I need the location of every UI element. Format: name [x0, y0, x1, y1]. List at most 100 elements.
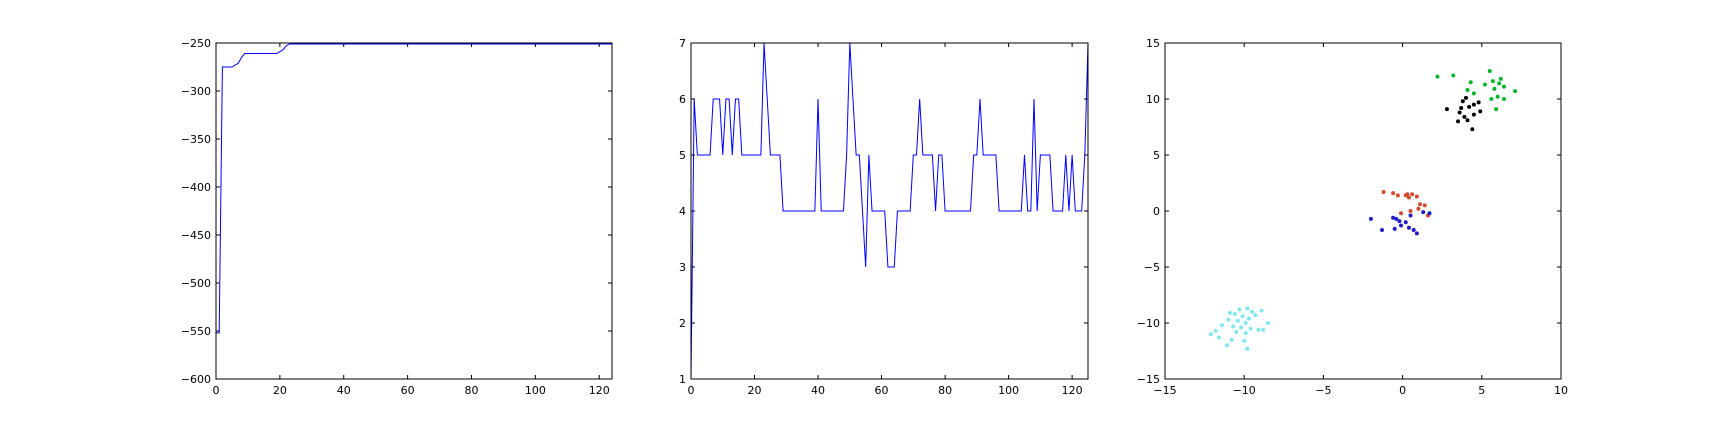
cluster-cyan-point	[1235, 318, 1240, 323]
convergence-ytick-label: −250	[181, 37, 211, 50]
cluster-green-point	[1495, 94, 1500, 99]
convergence-xtick-label: 20	[273, 384, 287, 397]
cluster-blue-point	[1391, 215, 1396, 220]
scatter-ytick-label: 5	[1153, 149, 1160, 162]
cluster-green-point	[1451, 73, 1456, 78]
cluster-black-point	[1460, 99, 1465, 104]
cluster-cyan-point	[1253, 313, 1258, 318]
cluster-blue-point	[1411, 228, 1416, 233]
cluster-count-xtick-label: 80	[938, 384, 952, 397]
convergence-ytick-label: −400	[181, 181, 211, 194]
cluster-black-point	[1471, 112, 1476, 117]
cluster-cyan-point	[1237, 307, 1242, 312]
cluster-cyan-point	[1216, 335, 1221, 340]
cluster-cyan-point	[1231, 324, 1236, 329]
cluster-black-point	[1444, 107, 1449, 112]
cluster-green-point	[1468, 80, 1473, 85]
cluster-green-point	[1489, 97, 1494, 101]
convergence-xtick-label: 100	[525, 384, 546, 397]
cluster-red-point	[1414, 194, 1419, 199]
cluster-count-series-line	[691, 43, 1088, 379]
cluster-green-point	[1471, 91, 1476, 96]
convergence-xtick-label: 80	[464, 384, 478, 397]
cluster-count-xtick-label: 60	[875, 384, 889, 397]
cluster-blue-point	[1403, 220, 1408, 225]
cluster-cyan-point	[1259, 308, 1264, 313]
scatter-ytick-label: 15	[1146, 37, 1160, 50]
scatter-xtick-label: −5	[1315, 384, 1331, 397]
cluster-cyan-point	[1261, 327, 1266, 332]
cluster-green-point	[1435, 74, 1440, 79]
scatter-ytick-label: −10	[1137, 317, 1160, 330]
cluster-green-point	[1482, 82, 1487, 87]
cluster-cyan-point	[1242, 338, 1247, 343]
cluster-black-point	[1470, 127, 1475, 132]
cluster-cyan-point	[1234, 329, 1239, 334]
cluster-black-point	[1456, 119, 1461, 124]
convergence-xtick-label: 60	[401, 384, 415, 397]
cluster-blue-point	[1397, 219, 1402, 224]
cluster-red-point	[1391, 191, 1396, 196]
scatter-ytick-label: −5	[1144, 261, 1160, 274]
cluster-green-point	[1494, 107, 1499, 112]
cluster-green-point	[1497, 81, 1502, 86]
cluster-count-xtick-label: 20	[748, 384, 762, 397]
cluster-red-point	[1408, 209, 1413, 213]
cluster-count-line-chart: 0 20 40 60 80 100 120 1 2 3 4 5 6 7	[679, 37, 1089, 397]
cluster-count-xtick-label: 0	[688, 384, 695, 397]
cluster-blue-point	[1414, 231, 1419, 236]
cluster-cyan-point	[1246, 316, 1251, 321]
scatter-xtick-label: 5	[1478, 384, 1485, 397]
scatter-xtick-label: −15	[1153, 384, 1176, 397]
cluster-red-point	[1399, 211, 1404, 216]
cluster-black-point	[1465, 118, 1470, 123]
convergence-ytick-label: −300	[181, 85, 211, 98]
convergence-ytick-label: −500	[181, 277, 211, 290]
cluster-cyan-point	[1229, 337, 1234, 342]
cluster-red-point	[1406, 195, 1411, 200]
cluster-red-point	[1405, 192, 1410, 197]
cluster-black-point	[1462, 114, 1467, 119]
cluster-red-point	[1416, 206, 1421, 211]
cluster-cyan-point	[1208, 332, 1213, 337]
cluster-blue-point	[1394, 216, 1399, 221]
cluster-green-point	[1487, 69, 1492, 73]
cluster-cyan-point	[1220, 323, 1225, 328]
cluster-cyan-point	[1248, 326, 1253, 331]
cluster-blue-point	[1408, 213, 1413, 218]
cluster-red-point	[1395, 193, 1400, 198]
cluster-count-xtick-label: 40	[811, 384, 825, 397]
cluster-blue-point	[1421, 210, 1426, 215]
convergence-series-line	[216, 43, 612, 334]
cluster-black-point	[1457, 110, 1462, 115]
cluster-red-point	[1410, 192, 1415, 197]
cluster-cyan-point	[1224, 343, 1229, 348]
cluster-count-ytick-label: 3	[679, 261, 686, 274]
convergence-xtick-label: 120	[589, 384, 610, 397]
cluster-cyan-point	[1250, 309, 1255, 314]
convergence-ytick-label: −350	[181, 133, 211, 146]
cluster-blue-point	[1427, 211, 1432, 216]
scatter-ytick-label: 0	[1153, 205, 1160, 218]
cluster-black-point	[1471, 102, 1476, 107]
cluster-blue-point	[1380, 228, 1385, 233]
cluster-cyan-point	[1226, 317, 1231, 322]
cluster-blue-point	[1392, 226, 1397, 231]
scatter-xtick-label: 10	[1554, 384, 1568, 397]
scatter-xtick-label: −10	[1233, 384, 1256, 397]
cluster-green-point	[1501, 84, 1506, 89]
cluster-cyan-point	[1245, 346, 1250, 351]
scatter-ytick-label: −15	[1137, 373, 1160, 386]
cluster-blue-point	[1399, 223, 1404, 228]
cluster-count-ytick-label: 1	[679, 373, 686, 386]
convergence-xtick-label: 0	[213, 384, 220, 397]
scatter-axes-frame	[1164, 42, 1562, 380]
cluster-count-ytick-label: 5	[679, 149, 686, 162]
cluster-cyan-point	[1245, 306, 1250, 311]
convergence-line-chart: 0 20 40 60 80 100 120 −600 −550 −500 −450 −400 −350 −…	[181, 37, 613, 397]
cluster-cyan-point	[1232, 312, 1237, 317]
cluster-black-point	[1467, 104, 1472, 109]
cluster-red-point	[1422, 203, 1427, 208]
cluster-count-ytick-label: 4	[679, 205, 686, 218]
